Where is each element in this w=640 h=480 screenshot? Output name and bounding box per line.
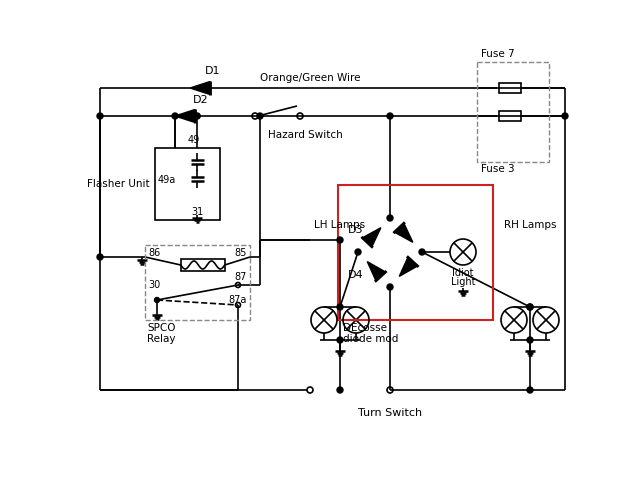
Polygon shape [175,109,195,122]
Circle shape [387,113,393,119]
Text: 86: 86 [148,248,160,258]
Circle shape [562,113,568,119]
Bar [477,62,549,162]
Text: 31: 31 [191,207,204,217]
Text: Orange/Green Wire: Orange/Green Wire [260,73,360,83]
Bar [499,111,521,121]
Circle shape [419,249,425,255]
Circle shape [527,387,533,393]
Text: Flasher Unit: Flasher Unit [88,179,150,189]
Text: 30: 30 [148,280,160,290]
Text: Idiot: Idiot [452,268,474,278]
Polygon shape [367,262,385,281]
Circle shape [527,337,533,343]
Text: D3: D3 [348,225,364,235]
Polygon shape [394,223,413,242]
Circle shape [172,113,178,119]
Circle shape [337,337,343,343]
Text: D4: D4 [348,270,364,280]
Text: 49: 49 [188,135,200,145]
Text: Fuse 3: Fuse 3 [481,164,515,174]
Circle shape [355,249,361,255]
Circle shape [527,304,533,310]
Text: DEcosse: DEcosse [343,323,387,333]
Circle shape [337,304,343,310]
Circle shape [337,237,343,243]
Text: LH Lamps: LH Lamps [314,220,365,230]
Bar [180,259,225,271]
Text: diode mod: diode mod [343,334,398,344]
Text: D1: D1 [205,66,221,76]
Circle shape [97,254,103,260]
Circle shape [154,298,159,302]
Circle shape [337,387,343,393]
Text: Hazard Switch: Hazard Switch [268,130,342,140]
Text: 87: 87 [235,272,247,282]
Text: Fuse 7: Fuse 7 [481,49,515,59]
Polygon shape [399,257,417,276]
Text: 49a: 49a [158,175,176,185]
Bar [145,245,250,320]
Circle shape [97,113,103,119]
Text: RH Lamps: RH Lamps [504,220,556,230]
Circle shape [387,215,393,221]
Bar [155,148,220,220]
Text: Turn Switch: Turn Switch [358,408,422,418]
Circle shape [195,113,200,119]
Text: Relay: Relay [147,334,175,344]
Bar [499,83,521,93]
Text: D2: D2 [193,95,209,105]
Text: Light: Light [451,277,476,287]
Polygon shape [362,228,381,247]
Polygon shape [190,82,210,95]
Circle shape [387,284,393,290]
Bar [338,185,493,320]
Circle shape [257,113,263,119]
Text: 87a: 87a [228,295,247,305]
Text: 85: 85 [235,248,247,258]
Circle shape [527,304,533,310]
Text: SPCO: SPCO [147,323,175,333]
